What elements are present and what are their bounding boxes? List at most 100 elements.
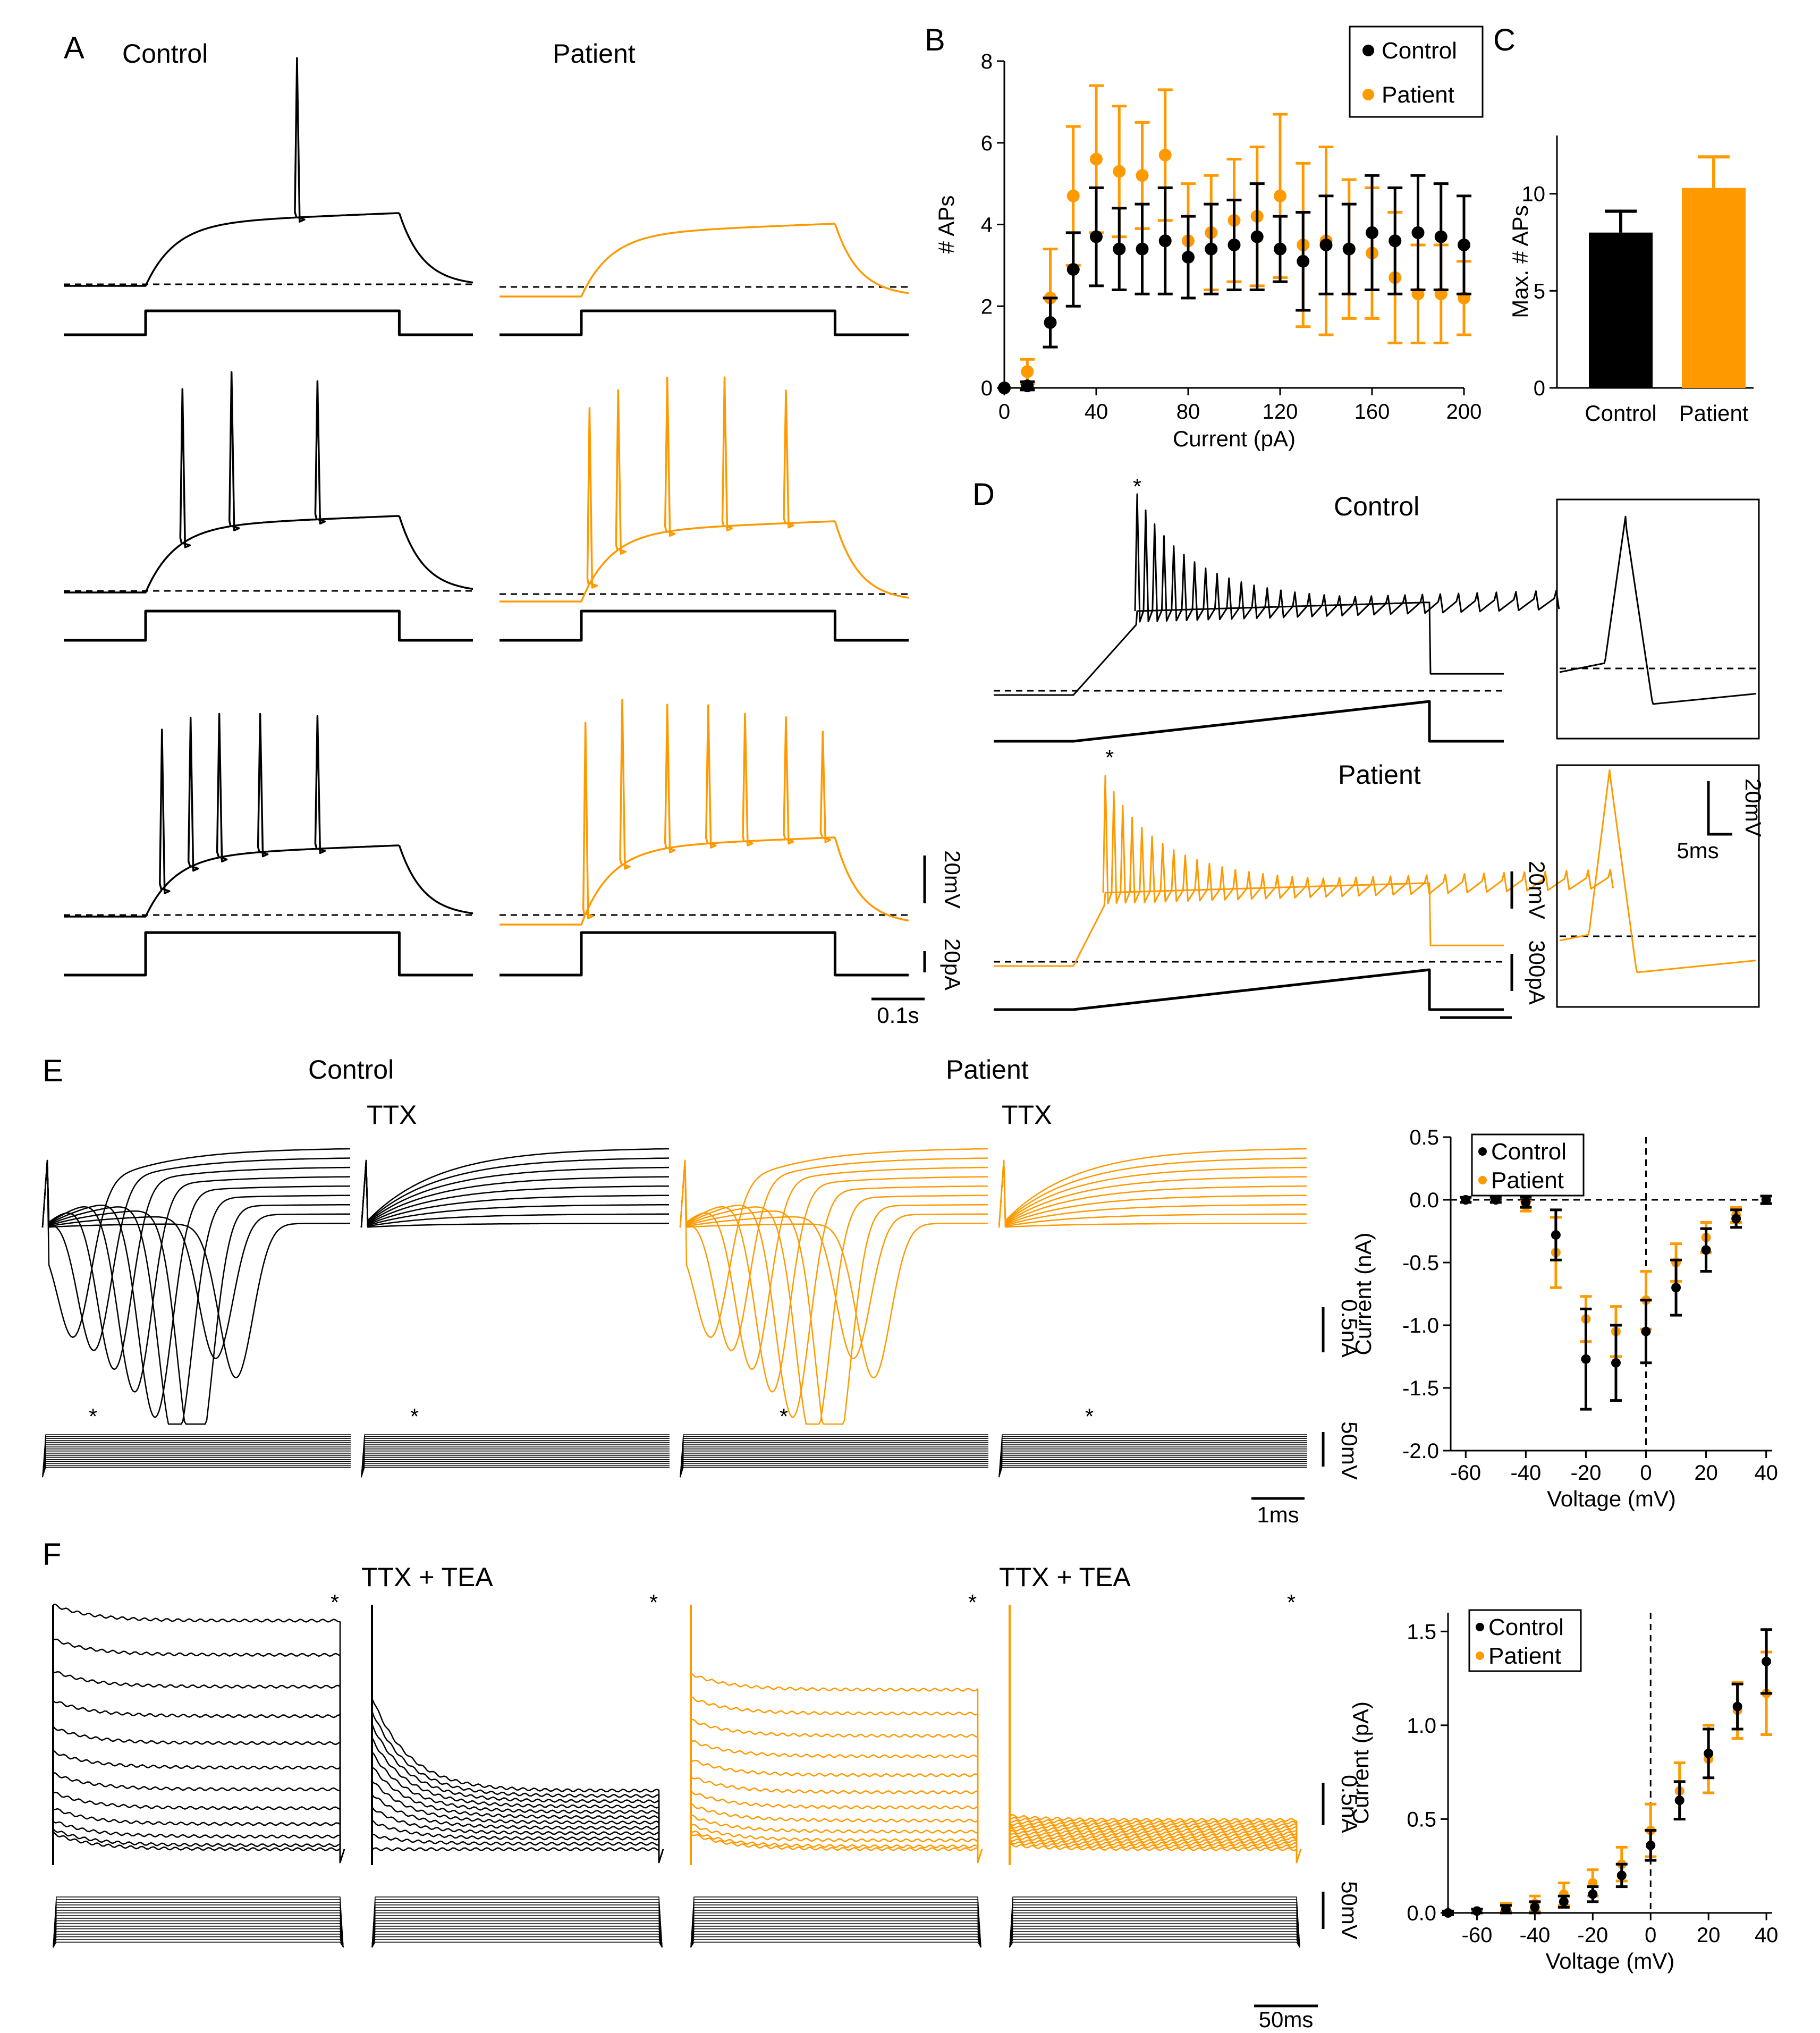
chart-b-point-control xyxy=(1090,230,1103,243)
trace-e-current xyxy=(41,1157,350,1351)
chart-e-iv-legend-control-marker xyxy=(1478,1147,1487,1156)
panel-f-traces: * * * * xyxy=(52,1590,1302,1948)
legend-box xyxy=(1349,26,1484,118)
trace-f-current xyxy=(690,1831,983,1863)
panel-f: F TTX + TEA TTX + TEA * * * * 0.5nA 50mV 50… xyxy=(43,1537,1778,2032)
trace-f-voltage-step xyxy=(1009,1942,1300,1948)
chart-b-y-label: # APs xyxy=(934,196,959,254)
trace-f-current xyxy=(690,1740,983,1863)
trace-f-current xyxy=(371,1794,664,1863)
trace-f-current xyxy=(53,1671,345,1863)
trace-f-current xyxy=(690,1718,983,1863)
chart-b-point-patient xyxy=(1274,189,1286,202)
scalebar-f-time-label: 50ms xyxy=(1259,2007,1314,2032)
trace-f-voltage-step xyxy=(1009,1923,1300,1948)
panel-a-traces xyxy=(64,57,909,977)
chart-b-y-tick-label: 4 xyxy=(981,214,993,237)
chart-b-x-label: Current (pA) xyxy=(1173,426,1296,451)
trace-e-voltage-step xyxy=(361,1467,670,1478)
panel-f-label-1: TTX + TEA xyxy=(361,1562,493,1592)
chart-b-point-patient xyxy=(1066,189,1080,202)
chart-b-point-control xyxy=(1274,242,1286,256)
scalebar-a-time-label: 0.1s xyxy=(877,1003,919,1028)
trace-f-current xyxy=(1009,1814,1302,1863)
chart-f-iv-point-control xyxy=(1762,1656,1772,1666)
chart-b-point-control xyxy=(1250,230,1264,243)
trace-e-current xyxy=(41,1159,350,1378)
trace-e-voltage-step xyxy=(998,1447,1307,1478)
chart-b-point-control xyxy=(1158,234,1172,248)
trace-f-current xyxy=(690,1802,983,1863)
panel-d-letter: D xyxy=(972,477,995,512)
trace-e-voltage-step xyxy=(680,1459,988,1478)
trace-f-current xyxy=(371,1723,664,1863)
trace-f-current xyxy=(53,1828,345,1863)
trace-f-current xyxy=(371,1847,664,1863)
trace-e-voltage-step xyxy=(680,1455,988,1478)
chart-e-iv-x-label: Voltage (mV) xyxy=(1547,1486,1676,1511)
trace-f-current xyxy=(53,1791,345,1863)
chart-b-point-control xyxy=(1044,316,1057,329)
chart-b-point-control xyxy=(1458,238,1470,251)
trace-marker: * xyxy=(331,1590,339,1615)
chart-e-iv-point-control xyxy=(1761,1195,1771,1205)
trace-marker: * xyxy=(410,1404,419,1429)
chart-f-iv-x-tick-label: 40 xyxy=(1755,1924,1779,1947)
step-a-control-1 xyxy=(64,309,473,336)
chart-c-bar-patient xyxy=(1682,188,1746,388)
panel-d-control-title: Control xyxy=(1334,492,1419,521)
trace-e-voltage-step xyxy=(42,1444,351,1478)
trace-f-current xyxy=(53,1772,345,1863)
chart-b-point-control xyxy=(1228,238,1241,251)
trace-e-current xyxy=(998,1159,1307,1228)
chart-e-iv-x-tick-label: -20 xyxy=(1571,1461,1602,1485)
trace-marker: * xyxy=(1287,1590,1296,1615)
trace-f-current xyxy=(1009,1829,1302,1863)
trace-e-current xyxy=(679,1157,988,1351)
panel-e-patient-title: Patient xyxy=(946,1055,1029,1085)
trace-f-voltage-step xyxy=(371,1939,663,1948)
chart-e-iv: 0.5 0.0 -0.5 -1.0 -1.5 -2.0 -60 -40 -20 0 20 40 Volt… xyxy=(1351,1126,1778,1511)
panel-e-traces: * * * * xyxy=(41,1148,1307,1478)
trace-e-voltage-step xyxy=(998,1461,1307,1478)
chart-f-iv-point-control xyxy=(1501,1904,1511,1914)
trace-a-control-1 xyxy=(64,57,473,287)
chart-e-iv-point-control xyxy=(1701,1245,1711,1255)
trace-d-patient-spikes xyxy=(1102,775,1614,904)
chart-b-point-control xyxy=(1113,242,1126,256)
trace-e-current xyxy=(998,1159,1307,1228)
trace-e-voltage-step xyxy=(361,1447,670,1478)
ramp-d-control xyxy=(994,700,1504,743)
chart-e-iv-y-tick-label: -0.5 xyxy=(1402,1251,1439,1275)
trace-f-current xyxy=(371,1834,664,1863)
chart-b-x-tick-label: 120 xyxy=(1263,400,1298,423)
chart-f-iv-legend-patient-marker xyxy=(1476,1651,1484,1660)
chart-e-iv-x-tick-label: 20 xyxy=(1694,1461,1718,1485)
trace-e-current xyxy=(679,1159,988,1425)
trace-f-voltage-step xyxy=(53,1907,344,1948)
trace-f-current xyxy=(53,1638,345,1863)
trace-f-current xyxy=(1009,1833,1302,1863)
trace-f-current xyxy=(53,1808,345,1863)
trace-e-voltage-step xyxy=(361,1455,670,1478)
chart-b-point-control xyxy=(1136,242,1149,256)
chart-b-point-control xyxy=(1021,379,1034,393)
legend-control-label: Control xyxy=(1382,38,1457,64)
chart-f-iv-x-tick-label: -20 xyxy=(1577,1924,1608,1947)
trace-marker: * xyxy=(968,1590,977,1615)
scalebar-e-current-label: 0.5nA xyxy=(1337,1299,1362,1358)
chart-b-point-patient xyxy=(1158,148,1172,162)
chart-f-iv-x-tick-label: -40 xyxy=(1519,1924,1550,1947)
chart-c-category-label: Control xyxy=(1585,401,1656,426)
trace-f-current xyxy=(53,1750,345,1863)
trace-e-current xyxy=(360,1148,669,1228)
trace-e-current xyxy=(998,1159,1307,1228)
trace-f-voltage-step xyxy=(371,1923,663,1948)
legend-patient-label: Patient xyxy=(1382,82,1454,108)
trace-e-current xyxy=(360,1159,670,1228)
chart-b-point-control xyxy=(1319,238,1333,251)
chart-f-iv-x-label: Voltage (mV) xyxy=(1546,1949,1675,1973)
step-a-patient-2 xyxy=(500,609,909,642)
trace-f-voltage-step xyxy=(690,1918,981,1948)
